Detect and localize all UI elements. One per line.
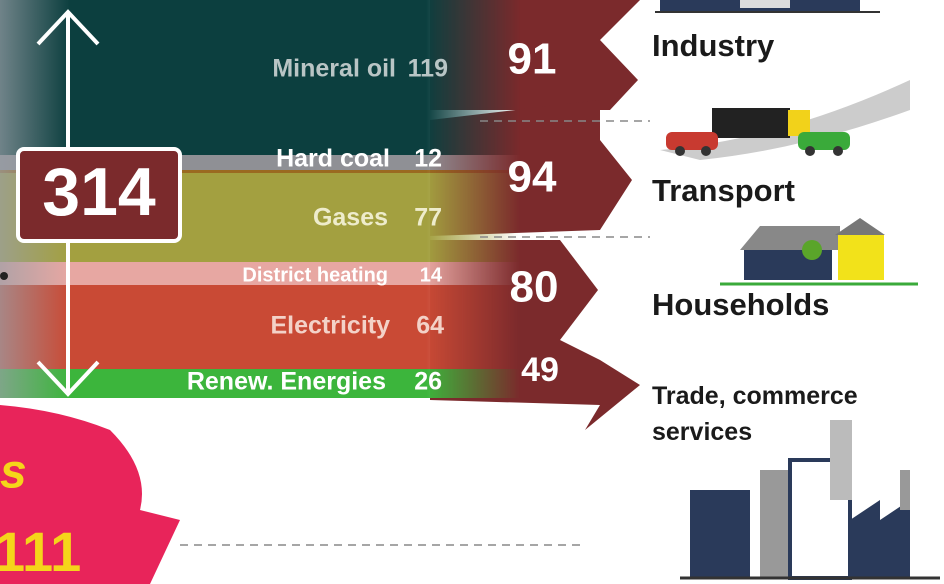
sector-label: Households bbox=[652, 287, 829, 322]
sector-value: 80 bbox=[510, 263, 559, 312]
losses-value: 111 bbox=[0, 520, 81, 583]
source-value: 64 bbox=[416, 312, 444, 340]
sector-label: Industry bbox=[652, 28, 775, 63]
sector-label: Trade, commerce services bbox=[652, 378, 902, 450]
industry-icon bbox=[655, 0, 880, 12]
source-label: Gases bbox=[313, 204, 388, 232]
sector-value: 94 bbox=[508, 153, 557, 202]
source-value: 12 bbox=[414, 145, 442, 173]
source-label: Electricity bbox=[270, 312, 390, 340]
total-value: 314 bbox=[42, 154, 156, 230]
transport-icon bbox=[660, 80, 910, 160]
sector-label: Transport bbox=[652, 173, 795, 208]
source-label: Hard coal bbox=[276, 145, 390, 173]
legend-dot bbox=[0, 272, 8, 280]
sector-value: 91 bbox=[508, 35, 557, 84]
sector-label-box: Trade, commerce services bbox=[652, 378, 922, 458]
households-icon bbox=[720, 218, 918, 284]
source-value: 14 bbox=[420, 264, 443, 286]
source-value: 77 bbox=[414, 204, 442, 232]
energy-flow-diagram: 314 Mineral oil 119 Hard coal 12 Gases 7… bbox=[0, 0, 944, 584]
losses-label: s bbox=[0, 446, 27, 499]
source-label: District heating bbox=[242, 264, 388, 286]
source-label: Mineral oil bbox=[272, 55, 396, 83]
source-value: 119 bbox=[408, 55, 448, 83]
source-value: 26 bbox=[414, 368, 442, 396]
sector-value: 49 bbox=[521, 351, 559, 389]
source-label: Renew. Energies bbox=[187, 368, 386, 396]
